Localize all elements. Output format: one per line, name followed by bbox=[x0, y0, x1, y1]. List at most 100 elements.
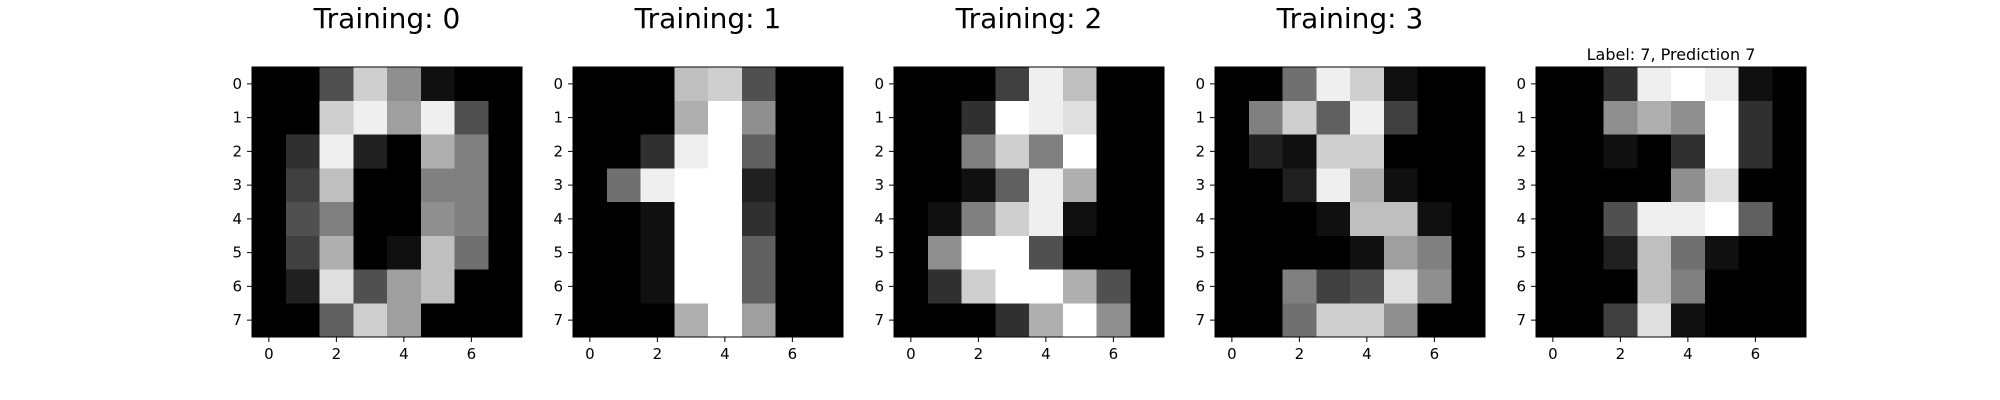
panel-4-cell-r0-c2 bbox=[1603, 67, 1638, 102]
panel-0-y-tick-label-7: 7 bbox=[232, 311, 242, 329]
panel-4-cell-r6-c2 bbox=[1603, 269, 1638, 304]
panel-1-cell-r1-c7 bbox=[809, 100, 844, 135]
panel-0-cell-r7-c0 bbox=[252, 303, 287, 338]
panel-3-cell-r5-c6 bbox=[1417, 235, 1452, 270]
panel-4-cell-r6-c0 bbox=[1536, 269, 1571, 304]
panel-4-cell-r5-c7 bbox=[1772, 235, 1807, 270]
panel-2-y-tick-label-4: 4 bbox=[874, 210, 884, 228]
panel-0-cell-r1-c3 bbox=[353, 100, 388, 135]
panel-2-cell-r7-c5 bbox=[1062, 303, 1097, 338]
panel-4-cell-r7-c0 bbox=[1536, 303, 1571, 338]
panel-0-cell-r5-c0 bbox=[252, 235, 287, 270]
panel-3-x-tick-label-2: 2 bbox=[1295, 345, 1305, 363]
panel-3-y-tick-label-6: 6 bbox=[1195, 277, 1205, 295]
panel-2-cell-r1-c4 bbox=[1029, 100, 1064, 135]
panel-3-y-tick-label-0: 0 bbox=[1195, 75, 1205, 93]
panel-2-cell-r3-c3 bbox=[995, 168, 1030, 203]
panel-4-cell-r5-c0 bbox=[1536, 235, 1571, 270]
panel-1-cell-r3-c7 bbox=[809, 168, 844, 203]
panel-0-y-tick-label-4: 4 bbox=[232, 210, 242, 228]
panel-1-cell-r5-c1 bbox=[606, 235, 641, 270]
panel-1-cell-r2-c3 bbox=[674, 134, 709, 169]
panel-2-cell-r2-c0 bbox=[894, 134, 929, 169]
panel-0-cell-r4-c4 bbox=[387, 202, 422, 237]
panel-1-cell-r6-c6 bbox=[775, 269, 810, 304]
panel-2-y-tick-label-3: 3 bbox=[874, 176, 884, 194]
panel-0-cell-r4-c6 bbox=[454, 202, 489, 237]
panel-0-cell-r4-c7 bbox=[488, 202, 523, 237]
panel-3-cell-r4-c2 bbox=[1282, 202, 1317, 237]
panel-1-cell-r7-c5 bbox=[741, 303, 776, 338]
panel-4-cell-r3-c5 bbox=[1704, 168, 1739, 203]
panel-1-cell-r2-c6 bbox=[775, 134, 810, 169]
panel-4-cell-r3-c1 bbox=[1569, 168, 1604, 203]
panel-3-cell-r1-c3 bbox=[1316, 100, 1351, 135]
panel-4-cell-r1-c6 bbox=[1738, 100, 1773, 135]
panel-0-cell-r7-c5 bbox=[420, 303, 455, 338]
panel-2-cell-r0-c1 bbox=[927, 67, 962, 102]
panel-0-cell-r1-c0 bbox=[252, 100, 287, 135]
panel-4-cell-r1-c3 bbox=[1637, 100, 1672, 135]
panel-1-cell-r5-c2 bbox=[640, 235, 675, 270]
panel-4-cell-r3-c2 bbox=[1603, 168, 1638, 203]
panel-4-cell-r7-c1 bbox=[1569, 303, 1604, 338]
panel-2-cell-r2-c1 bbox=[927, 134, 962, 169]
panel-4-cell-r1-c4 bbox=[1671, 100, 1706, 135]
panel-0-cell-r2-c0 bbox=[252, 134, 287, 169]
panel-0-x-tick-label-6: 6 bbox=[467, 345, 477, 363]
panel-0-cell-r1-c1 bbox=[285, 100, 320, 135]
panel-1-y-tick-label-7: 7 bbox=[553, 311, 563, 329]
panel-4-cell-r2-c6 bbox=[1738, 134, 1773, 169]
panel-0-cell-r7-c6 bbox=[454, 303, 489, 338]
panel-0-cell-r0-c0 bbox=[252, 67, 287, 102]
panel-3-cell-r2-c2 bbox=[1282, 134, 1317, 169]
panel-4-cell-r5-c4 bbox=[1671, 235, 1706, 270]
panel-3-cell-r2-c7 bbox=[1451, 134, 1486, 169]
panel-3-cell-r3-c2 bbox=[1282, 168, 1317, 203]
panel-3-cell-r0-c6 bbox=[1417, 67, 1452, 102]
panel-1-cell-r0-c2 bbox=[640, 67, 675, 102]
panel-0-cell-r5-c1 bbox=[285, 235, 320, 270]
panel-0-cell-r7-c7 bbox=[488, 303, 523, 338]
panel-3-cell-r7-c1 bbox=[1248, 303, 1283, 338]
panel-2-cell-r6-c5 bbox=[1062, 269, 1097, 304]
panel-2-y-tick-label-1: 1 bbox=[874, 109, 884, 127]
panel-1-cell-r0-c7 bbox=[809, 67, 844, 102]
panel-1-cell-r4-c3 bbox=[674, 202, 709, 237]
panel-0-x-tick-label-2: 2 bbox=[332, 345, 342, 363]
panel-1-cell-r2-c5 bbox=[741, 134, 776, 169]
panel-3-cell-r5-c0 bbox=[1215, 235, 1250, 270]
panel-2-cell-r5-c2 bbox=[961, 235, 996, 270]
panel-2-cell-r6-c6 bbox=[1096, 269, 1131, 304]
panel-3-cell-r6-c0 bbox=[1215, 269, 1250, 304]
panel-4-cell-r0-c3 bbox=[1637, 67, 1672, 102]
panel-4-cell-r4-c5 bbox=[1704, 202, 1739, 237]
panel-0-cell-r2-c3 bbox=[353, 134, 388, 169]
panel-2-cell-r5-c7 bbox=[1130, 235, 1165, 270]
panel-2-cell-r7-c2 bbox=[961, 303, 996, 338]
panel-3-cell-r6-c7 bbox=[1451, 269, 1486, 304]
panel-4-cell-r4-c7 bbox=[1772, 202, 1807, 237]
panel-4-cell-r6-c1 bbox=[1569, 269, 1604, 304]
panel-4-cell-r1-c1 bbox=[1569, 100, 1604, 135]
panel-1-x-tick-label-0: 0 bbox=[585, 345, 595, 363]
panel-1-cell-r0-c6 bbox=[775, 67, 810, 102]
panel-1-cell-r3-c1 bbox=[606, 168, 641, 203]
panel-0-cell-r2-c6 bbox=[454, 134, 489, 169]
panel-0-cell-r4-c2 bbox=[319, 202, 354, 237]
panel-0-cell-r0-c2 bbox=[319, 67, 354, 102]
panel-3-cell-r0-c2 bbox=[1282, 67, 1317, 102]
panel-2-cell-r5-c3 bbox=[995, 235, 1030, 270]
panel-0-cell-r0-c1 bbox=[285, 67, 320, 102]
panel-3-cell-r5-c7 bbox=[1451, 235, 1486, 270]
panel-4-cell-r0-c5 bbox=[1704, 67, 1739, 102]
panel-4-cell-r5-c6 bbox=[1738, 235, 1773, 270]
panel-4-cell-r4-c6 bbox=[1738, 202, 1773, 237]
panel-1-y-tick-label-5: 5 bbox=[553, 244, 563, 262]
panel-3-cell-r3-c1 bbox=[1248, 168, 1283, 203]
panel-3-cell-r3-c5 bbox=[1383, 168, 1418, 203]
panel-0-cell-r4-c1 bbox=[285, 202, 320, 237]
panel-2-cell-r0-c3 bbox=[995, 67, 1030, 102]
panel-4-y-tick-label-5: 5 bbox=[1516, 244, 1526, 262]
panel-4-cell-r7-c6 bbox=[1738, 303, 1773, 338]
